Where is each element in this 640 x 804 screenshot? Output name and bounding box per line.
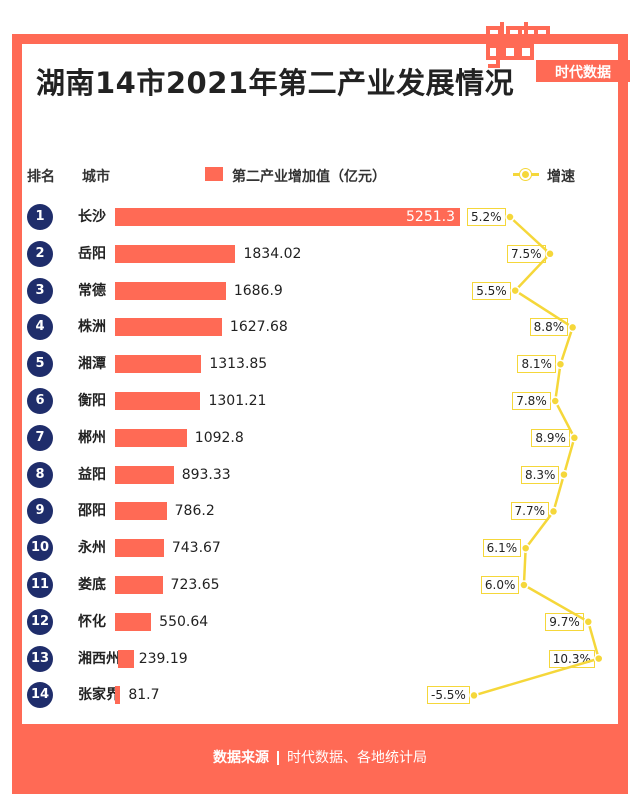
rank-badge: 4 [27,314,53,341]
chart-panel [22,44,618,724]
city-label: 株洲 [78,319,106,336]
line-legend-label: 增速 [547,169,575,185]
value-label: 1092.8 [194,429,244,446]
rank-badge: 1 [27,204,53,230]
source-text: 时代数据、各地统计局 [287,750,427,766]
rank-badge: 3 [27,277,53,304]
city-label: 张家界 [78,687,120,704]
growth-label: 6.0% [480,576,520,594]
value-label: 1627.68 [229,319,288,336]
growth-label: 7.5% [507,244,546,263]
growth-label: 5.5% [472,281,511,300]
value-label: 723.65 [170,577,220,593]
rank-badge: 2 [27,240,53,267]
value-bar [115,318,222,337]
value-bar [115,281,226,300]
value-bar [118,649,134,668]
datagoo-logo: 时代数据 [486,22,630,82]
city-label: 郴州 [78,429,106,446]
rank-badge: 13 [27,645,53,672]
rank-badge: 14 [27,682,53,709]
value-bar [115,539,164,558]
value-bar [115,428,187,447]
city-label: 湘西州 [78,650,120,667]
city-label: 永州 [78,540,106,557]
growth-label: 6.1% [482,539,522,558]
value-label: 1301.21 [208,393,267,409]
city-label: 邵阳 [78,503,106,520]
value-bar [115,686,121,705]
growth-label: 5.2% [467,208,506,226]
rank-badge: 7 [27,424,53,451]
source-footer: 数据来源 时代数据、各地统计局 [12,728,628,788]
value-bar [115,612,152,631]
rank-badge: 11 [27,572,53,598]
city-label: 岳阳 [78,245,106,262]
value-label: 893.33 [181,466,231,483]
bar-legend-swatch [205,167,223,181]
rank-badge: 5 [27,351,53,378]
growth-label: 8.9% [531,428,570,447]
value-bar [115,244,236,263]
line-legend-marker [520,169,531,180]
city-label: 益阳 [78,466,106,483]
value-label: 550.64 [159,613,209,630]
bar-legend-label: 第二产业增加值（亿元） [232,169,386,185]
city-label: 怀化 [78,613,106,630]
city-label: 衡阳 [78,393,106,409]
value-bar [115,576,163,594]
value-bar [115,465,174,484]
growth-label: 10.3% [548,649,595,668]
value-label: 5251.3 [406,209,455,225]
value-bar [115,355,202,374]
value-label: 1686.9 [233,282,283,299]
rank-header: 排名 [27,169,55,185]
rank-badge: 9 [27,498,53,525]
growth-label: 7.7% [510,502,549,521]
city-label: 娄底 [78,577,106,593]
value-bar [115,392,201,410]
rank-badge: 12 [27,608,53,635]
source-label: 数据来源 [213,750,269,766]
growth-label: 8.8% [529,318,569,337]
value-bar [115,502,167,521]
city-label: 长沙 [78,209,106,225]
source-divider [277,751,279,765]
value-label: 81.7 [128,687,160,704]
rank-badge: 10 [27,535,53,562]
rank-badge: 6 [27,388,53,414]
value-label: 1834.02 [243,245,302,262]
value-bar [115,208,460,226]
growth-label: -5.5% [427,686,470,705]
svg-text:时代数据: 时代数据 [555,64,611,81]
city-label: 湘潭 [78,356,106,373]
growth-label: 7.8% [512,392,551,410]
value-label: 239.19 [138,650,188,667]
city-label: 常德 [78,282,106,299]
value-label: 786.2 [174,503,215,520]
value-label: 1313.85 [209,356,268,373]
rank-badge: 8 [27,461,53,488]
growth-label: 8.3% [520,465,560,484]
value-label: 743.67 [171,540,221,557]
growth-label: 9.7% [545,612,584,631]
growth-label: 8.1% [517,355,556,374]
chart-title: 湖南14市2021年第二产业发展情况 [36,66,515,100]
city-header: 城市 [82,169,110,185]
